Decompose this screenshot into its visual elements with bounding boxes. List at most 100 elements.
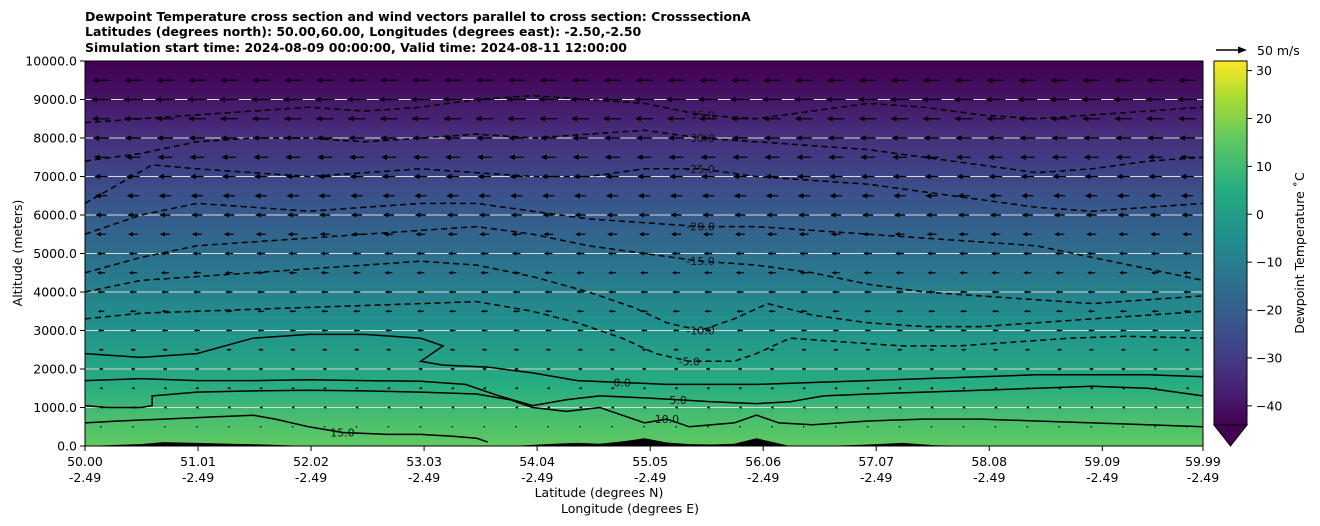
wind-vector-head: [954, 77, 961, 83]
wind-vector-head: [735, 251, 740, 256]
wind-vector-head: [1018, 77, 1025, 83]
wind-vector-head: [863, 251, 868, 256]
wind-vector-head: [1021, 212, 1028, 218]
wind-vector: [675, 425, 677, 428]
fill-band: [85, 64, 1203, 70]
wind-vector-head: [348, 135, 355, 141]
wind-vector-head: [606, 212, 613, 218]
fill-band: [85, 114, 1203, 120]
wind-vector-head: [510, 212, 517, 218]
wind-vector-head: [1084, 173, 1091, 180]
wind-vector-head: [893, 193, 900, 199]
wind-vector-head: [638, 212, 644, 218]
fill-band: [85, 372, 1203, 378]
wind-vector-head: [1151, 270, 1156, 275]
wind-vector-head: [830, 232, 836, 237]
wind-vector-head: [382, 193, 389, 199]
wind-vector-head: [926, 232, 932, 237]
wind-vector-head: [987, 154, 994, 160]
wind-vector-head: [1023, 290, 1028, 294]
wind-vector-head: [734, 212, 740, 218]
wind-vector-head: [799, 251, 804, 256]
wind-vector-head: [958, 232, 964, 237]
wind-vector-head: [577, 367, 581, 371]
wind-vector-head: [897, 386, 901, 390]
wind-vector-head: [323, 406, 327, 409]
wind-vector-head: [667, 135, 674, 141]
wind-vector-head: [830, 212, 836, 218]
wind-vector-head: [1150, 251, 1156, 256]
wind-vector-head: [605, 193, 612, 199]
wind-vector-head: [539, 116, 546, 122]
wind-vector-head: [284, 135, 291, 141]
wind-vector-head: [833, 348, 837, 352]
wind-vector-head: [223, 212, 229, 218]
wind-vector-head: [706, 406, 710, 409]
contour-label: -15.0: [686, 255, 714, 268]
wind-vector-head: [960, 329, 964, 332]
fill-band: [85, 87, 1203, 93]
wind-vector-head: [1018, 116, 1025, 122]
fill-band: [85, 245, 1203, 251]
wind-vector-head: [450, 367, 454, 371]
wind-vector-head: [224, 270, 229, 275]
wind-vector-head: [258, 367, 262, 371]
fill-band: [85, 184, 1203, 189]
wind-vector-head: [354, 386, 358, 390]
wind-vector-head: [481, 348, 485, 352]
wind-vector-head: [476, 135, 483, 141]
wind-vector-head: [834, 386, 838, 390]
wind-vector-head: [1020, 173, 1027, 180]
fill-band: [85, 180, 1203, 185]
wind-vector-head: [866, 386, 870, 390]
wind-vector-head: [96, 232, 101, 237]
wind-vector-head: [766, 212, 772, 218]
wind-vector-head: [738, 386, 742, 390]
fill-band: [85, 68, 1203, 74]
wind-vector-head: [193, 309, 197, 313]
wind-vector-head: [1024, 329, 1028, 332]
wind-vector: [132, 425, 134, 428]
wind-vector-head: [352, 251, 357, 256]
fill-band: [85, 253, 1203, 258]
wind-vector-head: [259, 406, 263, 409]
x-tick-label-lon: -2.49: [973, 470, 1005, 485]
wind-vector-head: [833, 367, 837, 371]
wind-vector: [1026, 425, 1029, 428]
fill-band: [85, 80, 1203, 85]
wind-vector-head: [927, 290, 932, 294]
wind-vector-head: [608, 309, 613, 313]
fill-band: [85, 399, 1203, 405]
wind-vector-head: [450, 386, 454, 390]
wind-vector-head: [673, 348, 677, 352]
wind-vector-head: [1025, 367, 1029, 371]
wind-vector-head: [610, 386, 614, 390]
fill-band: [85, 365, 1203, 370]
contour-line: [85, 333, 1203, 386]
wind-vector-head: [864, 309, 868, 313]
wind-vector-head: [733, 173, 740, 180]
wind-vector-head: [1052, 173, 1059, 180]
wind-vector-head: [418, 367, 422, 371]
wind-vector-head: [379, 77, 386, 83]
x-tick-label-lon: -2.49: [1086, 470, 1118, 485]
wind-vector-head: [800, 309, 804, 313]
wind-vector-head: [1083, 154, 1090, 160]
wind-vector-head: [283, 116, 290, 122]
contour-label: 5.0: [669, 394, 687, 407]
wind-vector-head: [97, 329, 101, 332]
wind-vector-head: [98, 348, 102, 352]
x-tick-label-lon: -2.49: [295, 470, 327, 485]
wind-vector-head: [796, 154, 803, 160]
wind-vector-head: [414, 193, 421, 199]
title-line-2: Latitudes (degrees north): 50.00,60.00, …: [85, 24, 642, 39]
wind-vector-head: [317, 154, 324, 160]
wind-vector-head: [258, 348, 262, 352]
fill-band: [85, 207, 1203, 212]
wind-vector-head: [985, 96, 992, 103]
wind-vector-head: [129, 329, 133, 332]
wind-vector-head: [384, 270, 389, 275]
wind-vector-head: [416, 290, 421, 294]
wind-vector-head: [634, 96, 641, 103]
wind-vector-head: [1148, 193, 1155, 199]
